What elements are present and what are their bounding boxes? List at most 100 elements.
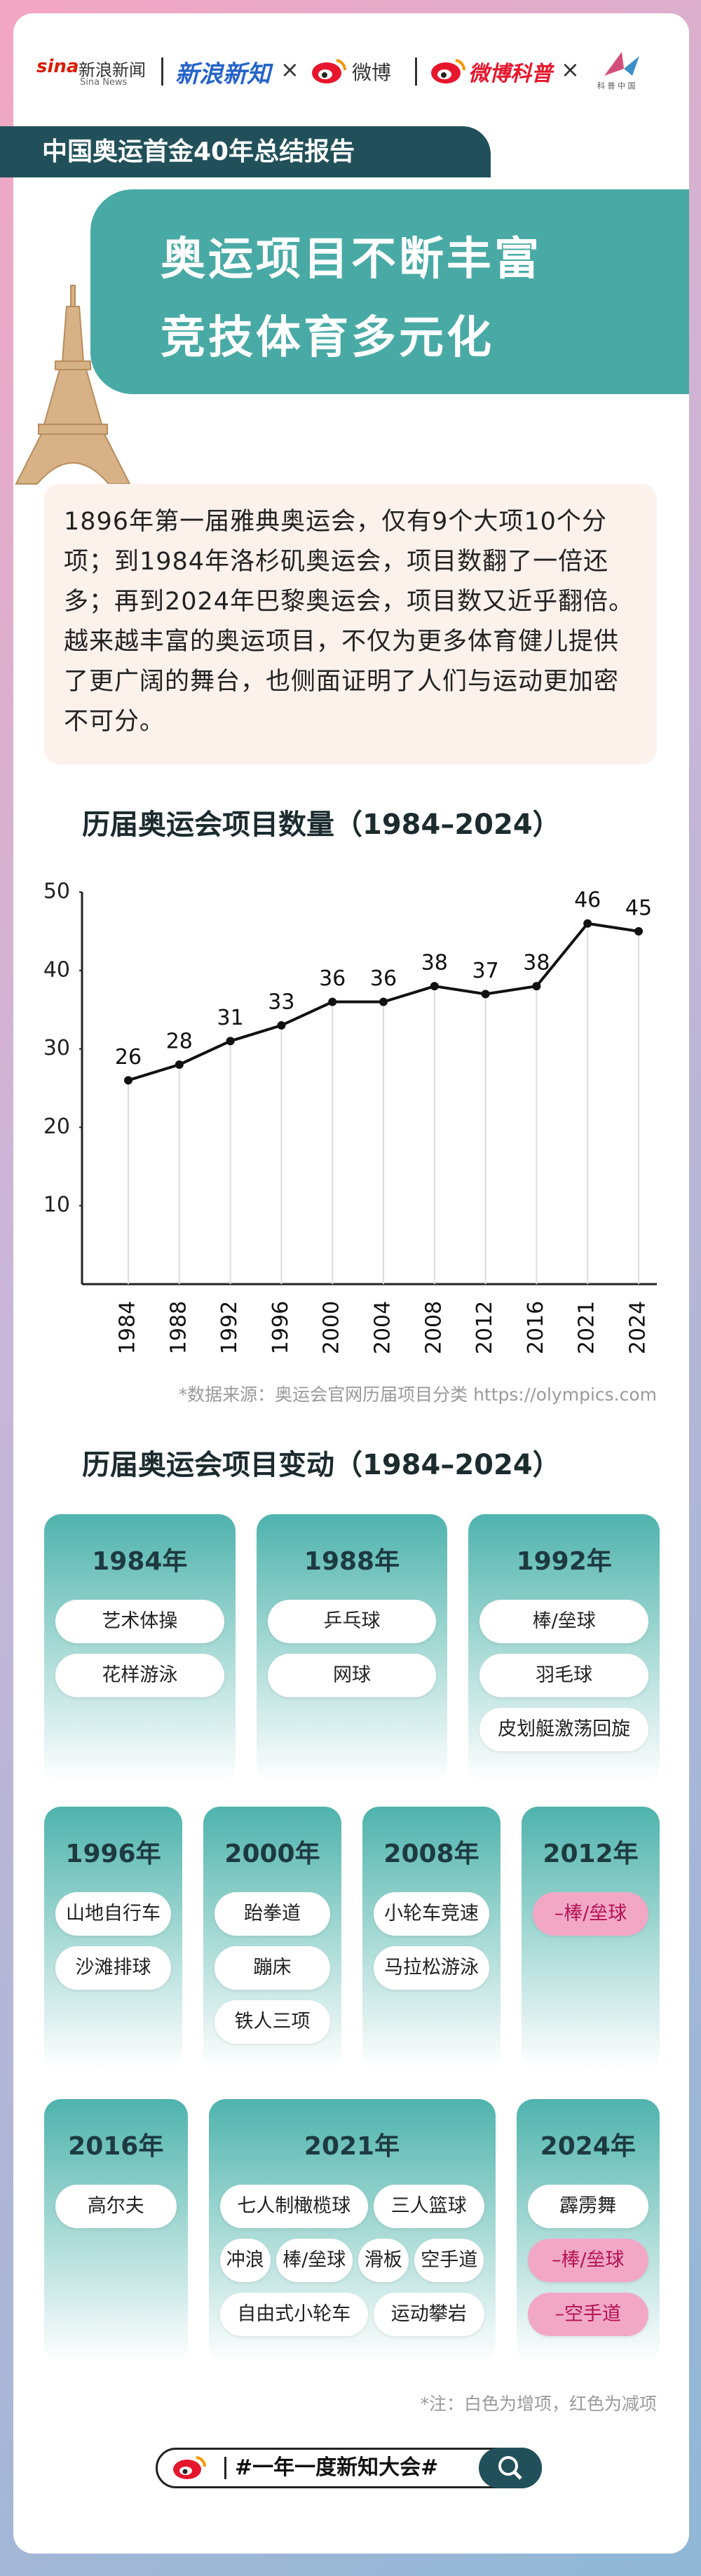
added-event: 高尔夫 xyxy=(55,2185,177,2228)
data-label: 46 xyxy=(574,888,601,912)
card-row: 2016年 高尔夫 2021年 七人制橄榄球 三人篮球 冲浪 棒/垒球 滑板 空手道 自由式小轮车… xyxy=(44,2099,660,2362)
added-event: 花样游泳 xyxy=(55,1654,224,1697)
weibo-icon xyxy=(173,2456,207,2479)
y-tick-label: 50 xyxy=(43,879,70,904)
year-label: 2008年 xyxy=(383,1840,479,1868)
year-card: 2021年 七人制橄榄球 三人篮球 冲浪 棒/垒球 滑板 空手道 自由式小轮车 运动攀岩 xyxy=(208,2099,496,2362)
separator xyxy=(224,2457,226,2479)
data-point xyxy=(583,919,592,928)
data-label: 33 xyxy=(268,990,294,1015)
data-label: 38 xyxy=(421,951,448,976)
year-card: 1988年乒乓球网球 xyxy=(256,1514,448,1782)
x-tick-label: 2008 xyxy=(421,1301,446,1354)
separator xyxy=(415,58,417,86)
pill-row: 网球 xyxy=(257,1654,448,1697)
added-event: 艺术体操 xyxy=(55,1600,224,1643)
separator xyxy=(161,58,163,86)
changes-title: 历届奥运会项目变动（1984–2024） xyxy=(82,1449,561,1481)
x-tick-label: 1996 xyxy=(268,1301,293,1354)
data-label: 45 xyxy=(625,896,652,920)
pill-row: –棒/垒球 xyxy=(517,2239,660,2282)
added-event: 网球 xyxy=(267,1654,437,1697)
data-point xyxy=(277,1021,286,1030)
pill-row: 皮划艇激荡回旋 xyxy=(468,1708,660,1751)
year-card: 1984年艺术体操花样游泳 xyxy=(44,1514,236,1782)
added-event: 滑板 xyxy=(358,2239,409,2282)
pill-row: 小轮车竞速 xyxy=(362,1892,501,1936)
report-label: 中国奥运首金40年总结报告 xyxy=(0,126,491,177)
card-row: 1996年 山地自行车 沙滩排球 2000年 跆拳道 蹦床 铁人三项 2008年 小轮车竞速 马拉… xyxy=(44,1807,660,2070)
chart: 历届奥运会项目数量（1984–2024） *数据来源：奥运会官网历届项目分类 h… xyxy=(43,809,657,1405)
pill-row: –空手道 xyxy=(517,2293,660,2336)
x-tick-label: 2021 xyxy=(575,1301,599,1354)
data-point xyxy=(175,1060,184,1069)
legend-note: *注：白色为增项，红色为减项 xyxy=(420,2394,657,2414)
data-label: 36 xyxy=(319,966,346,991)
x-tick-label: 2000 xyxy=(320,1301,344,1354)
year-label: 1988年 xyxy=(304,1547,400,1576)
hashtag-bar[interactable]: #一年一度新知大会# xyxy=(156,2448,542,2488)
added-event: 沙滩排球 xyxy=(55,1946,171,1990)
pill-row: 沙滩排球 xyxy=(44,1946,182,1990)
added-event: 跆拳道 xyxy=(215,1892,330,1936)
data-point xyxy=(124,1076,132,1085)
pill-row: 铁人三项 xyxy=(203,2000,341,2044)
y-tick-label: 30 xyxy=(43,1036,70,1060)
added-event: 皮划艇激荡回旋 xyxy=(479,1708,649,1751)
added-event: 乒乓球 xyxy=(267,1600,437,1643)
pill-row: 花样游泳 xyxy=(44,1654,236,1697)
pill-row: 冲浪 棒/垒球 滑板 空手道 xyxy=(209,2239,496,2282)
y-tick-label: 40 xyxy=(43,957,70,982)
x-tick-label: 1992 xyxy=(217,1301,242,1354)
data-label: 26 xyxy=(115,1045,142,1070)
added-event: 山地自行车 xyxy=(55,1892,171,1936)
year-label: 1984年 xyxy=(92,1547,188,1576)
added-event: 七人制橄榄球 xyxy=(219,2185,368,2228)
y-tick-label: 20 xyxy=(43,1114,70,1139)
removed-event: –棒/垒球 xyxy=(533,1892,648,1936)
data-point xyxy=(634,926,643,936)
year-label: 2012年 xyxy=(543,1840,639,1868)
kepu-china: 科 普 中 国 xyxy=(597,81,636,90)
data-label: 31 xyxy=(217,1006,244,1030)
added-event: 冲浪 xyxy=(219,2239,271,2282)
title-line: 奥运项目不断丰富 xyxy=(161,234,542,285)
added-event: 棒/垒球 xyxy=(479,1600,649,1643)
x-tick-label: 2004 xyxy=(371,1301,395,1354)
data-point xyxy=(379,997,388,1006)
added-event: 铁人三项 xyxy=(215,2000,330,2044)
source-note: *数据来源：奥运会官网历届项目分类 https://olympics.com xyxy=(179,1384,657,1405)
added-event: 自由式小轮车 xyxy=(219,2293,368,2336)
data-label: 37 xyxy=(472,959,499,983)
search-button[interactable] xyxy=(479,2448,542,2488)
weibo-kepu: 微博科普 xyxy=(468,62,552,86)
year-label: 1992年 xyxy=(516,1547,612,1576)
year-card: 2024年 霹雳舞 –棒/垒球 –空手道 xyxy=(516,2099,660,2362)
data-label: 38 xyxy=(523,951,550,976)
pill-row: 棒/垒球 xyxy=(468,1600,660,1643)
pill-row: 跆拳道 xyxy=(203,1892,341,1936)
pill-row: –棒/垒球 xyxy=(522,1892,660,1936)
data-point xyxy=(328,997,337,1006)
pill-row: 马拉松游泳 xyxy=(362,1946,501,1990)
added-event: 空手道 xyxy=(414,2239,484,2282)
card-row: 1984年 艺术体操 花样游泳 1988年 乒乓球 网球 1992年 棒/垒球 羽毛球 皮划艇激荡… xyxy=(44,1514,660,1782)
added-event: 三人篮球 xyxy=(374,2185,484,2228)
pill-row: 蹦床 xyxy=(203,1946,341,1990)
year-card: 1996年山地自行车沙滩排球 xyxy=(44,1807,182,2070)
pill-row: 乒乓球 xyxy=(257,1600,448,1643)
pill-row: 高尔夫 xyxy=(44,2185,188,2228)
data-label: 28 xyxy=(166,1029,193,1053)
weibo: 微博 xyxy=(352,61,392,84)
data-point xyxy=(226,1037,235,1046)
added-event: 蹦床 xyxy=(215,1946,330,1990)
added-event: 马拉松游泳 xyxy=(374,1946,489,1990)
added-event: 运动攀岩 xyxy=(374,2293,484,2336)
x-tick-label: 2012 xyxy=(472,1301,497,1354)
sina-logo: sina xyxy=(36,56,79,77)
year-label: 1996年 xyxy=(65,1840,161,1868)
removed-event: –空手道 xyxy=(527,2293,648,2336)
data-point xyxy=(430,982,439,991)
x-tick-label: 2024 xyxy=(626,1301,651,1354)
